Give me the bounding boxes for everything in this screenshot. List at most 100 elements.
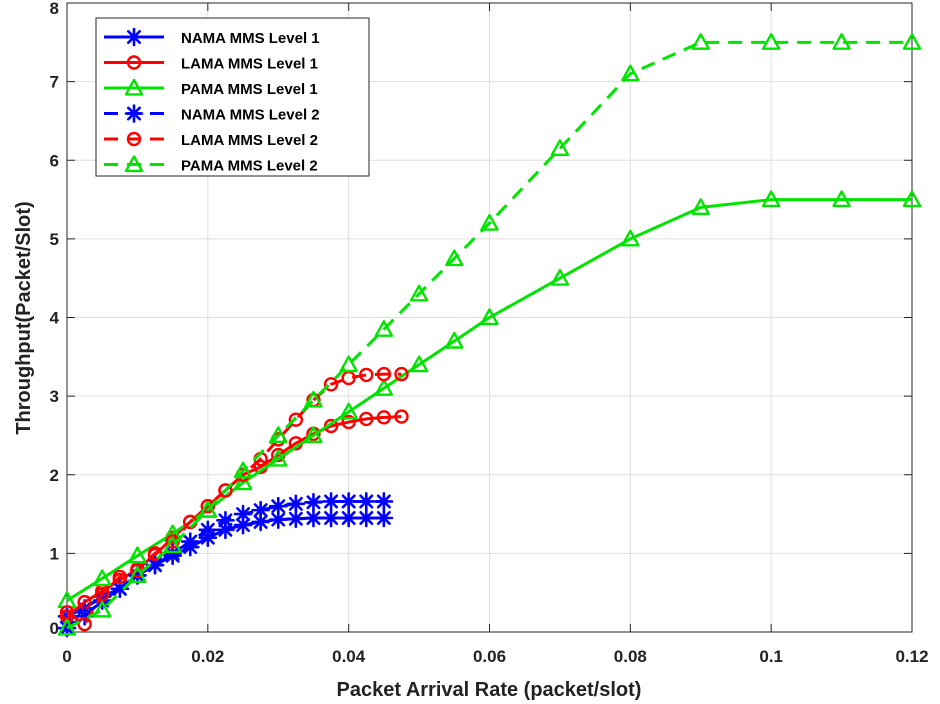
data-point	[126, 131, 142, 147]
legend-label: LAMA MMS Level 2	[181, 132, 318, 149]
data-point	[233, 461, 253, 479]
data-point	[445, 331, 464, 349]
data-point	[621, 64, 640, 82]
data-point	[59, 605, 75, 620]
data-point	[124, 78, 144, 96]
data-point	[832, 33, 851, 50]
data-point	[128, 566, 147, 583]
x-tick-label: 0.12	[895, 647, 928, 666]
data-point	[251, 500, 270, 520]
data-point	[376, 410, 392, 425]
data-point	[126, 55, 142, 70]
y-tick-label: 5	[50, 230, 59, 249]
data-point	[147, 546, 163, 561]
y-tick-label: 2	[50, 466, 59, 485]
data-point	[233, 473, 253, 491]
y-tick-label: 4	[50, 309, 60, 328]
legend-item: PAMA MMS Level 2	[104, 155, 318, 175]
data-point	[480, 308, 499, 326]
data-point	[124, 155, 144, 173]
data-point	[304, 426, 323, 444]
legend-label: LAMA MMS Level 1	[181, 56, 318, 73]
data-point	[339, 402, 358, 420]
data-point	[163, 536, 182, 554]
data-point	[124, 104, 144, 123]
data-point	[480, 213, 499, 231]
data-point	[93, 569, 112, 587]
legend-label: NAMA MMS Level 2	[181, 107, 320, 124]
data-point	[691, 198, 710, 216]
axis-ticks: 0 0.02 0.04 0.06 0.08 0.1 0.12 0 1 2 3 4 5 6 7 8	[50, 0, 929, 666]
data-point	[550, 139, 570, 157]
data-point	[691, 33, 710, 50]
series-pama-mms-level-2	[57, 33, 922, 636]
data-point	[394, 409, 409, 424]
data-point	[902, 190, 922, 208]
data-point	[339, 492, 358, 511]
data-point	[57, 618, 77, 636]
data-point	[341, 414, 356, 430]
legend-box	[95, 17, 370, 177]
data-point	[216, 520, 235, 540]
data-point	[233, 504, 253, 524]
data-point	[198, 520, 218, 540]
x-tick-label: 0.08	[614, 647, 647, 666]
data-point	[445, 249, 464, 267]
data-point	[95, 587, 110, 602]
data-point	[761, 33, 781, 50]
data-point	[321, 492, 341, 511]
legend-item: PAMA MMS Level 1	[104, 78, 318, 98]
data-point	[761, 190, 781, 208]
legend-label: NAMA MMS Level 1	[181, 30, 320, 47]
data-point	[621, 229, 640, 247]
series-pama-mms-level-1	[57, 190, 922, 609]
data-point	[124, 27, 144, 47]
series-line	[66, 40, 912, 630]
series-layer	[57, 33, 922, 638]
x-axis-label: Packet Arrival Rate (packet/slot)	[337, 679, 642, 701]
data-point	[374, 320, 394, 337]
y-tick-label: 7	[50, 73, 59, 92]
data-point	[356, 508, 376, 528]
grid	[66, 2, 913, 633]
data-point	[304, 492, 323, 512]
data-point	[286, 494, 306, 514]
data-point	[112, 569, 128, 585]
data-point	[216, 511, 235, 530]
legend-item: NAMA MMS Level 1	[104, 27, 320, 47]
data-point	[550, 268, 570, 286]
x-tick-label: 0.1	[759, 647, 783, 666]
y-tick-label: 0	[50, 619, 59, 638]
data-point	[288, 412, 304, 427]
x-tick-label: 0	[62, 647, 71, 666]
data-point	[304, 508, 323, 528]
data-point	[218, 483, 233, 498]
data-point	[128, 546, 147, 564]
data-point	[269, 426, 288, 444]
data-point	[374, 379, 394, 396]
data-point	[374, 492, 394, 511]
data-point	[394, 366, 409, 382]
data-point	[269, 449, 288, 467]
legend-label: PAMA MMS Level 2	[181, 158, 318, 175]
legend-item: LAMA MMS Level 2	[104, 131, 318, 149]
data-point	[356, 492, 376, 511]
series-line	[66, 198, 912, 602]
data-point	[339, 355, 358, 373]
data-point	[409, 355, 429, 373]
data-point	[286, 509, 306, 529]
data-point	[374, 508, 394, 528]
legend: NAMA MMS Level 1 LAMA MMS Level 1 PAMA MMS…	[95, 17, 370, 177]
x-tick-label: 0.06	[473, 647, 506, 666]
data-point	[832, 190, 851, 208]
data-point	[339, 508, 358, 528]
data-point	[198, 500, 218, 518]
x-tick-label: 0.04	[332, 647, 366, 666]
legend-item: NAMA MMS Level 2	[104, 104, 320, 124]
data-point	[359, 367, 374, 383]
data-point	[233, 515, 253, 535]
y-tick-label: 6	[50, 151, 59, 170]
data-point	[93, 600, 112, 618]
data-point	[304, 390, 323, 408]
